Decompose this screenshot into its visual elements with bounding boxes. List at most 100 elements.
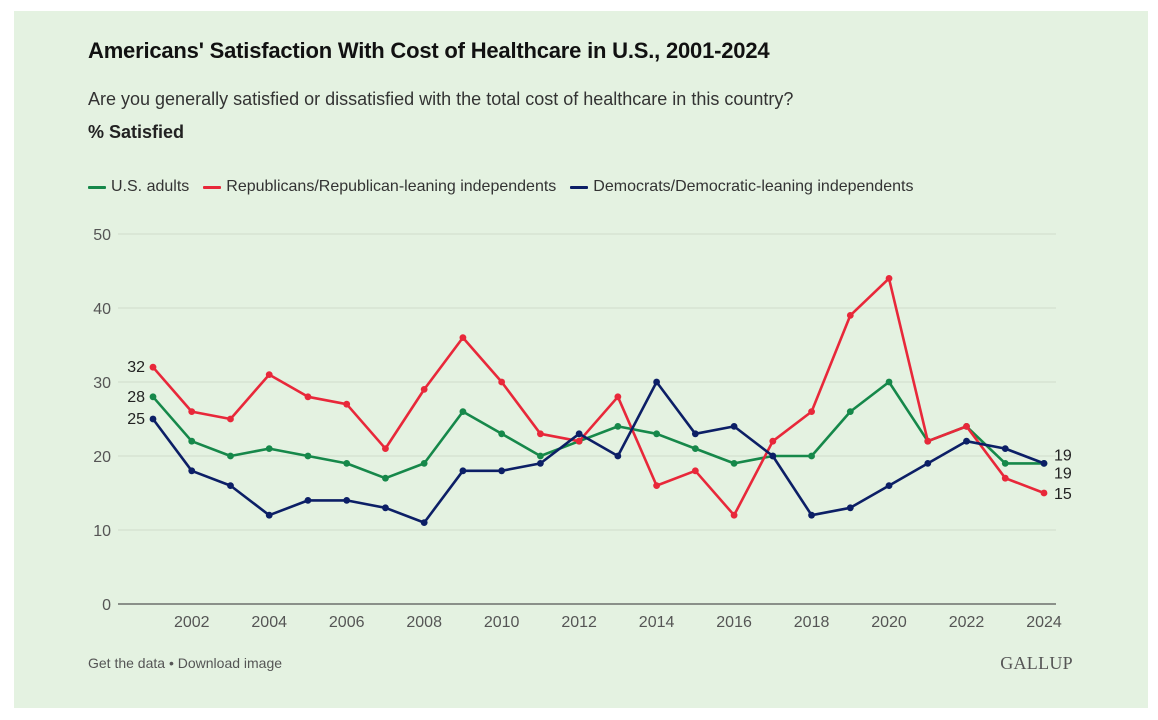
data-point (653, 482, 661, 489)
data-point (536, 430, 544, 438)
data-point (420, 386, 428, 393)
end-value-label: 19 (1054, 447, 1072, 464)
x-tick-label: 2012 (561, 614, 597, 631)
legend-swatch-democrats (570, 185, 589, 189)
y-tick-label: 30 (93, 375, 111, 392)
y-tick-label: 40 (93, 301, 111, 318)
y-tick-label: 10 (93, 523, 111, 540)
data-point (846, 504, 854, 512)
x-tick-label: 2002 (174, 614, 210, 631)
data-point (1040, 460, 1048, 467)
data-point (188, 467, 196, 475)
data-point (420, 460, 428, 467)
x-tick-label: 2010 (484, 614, 520, 631)
x-tick-label: 2016 (716, 614, 752, 631)
data-point (885, 482, 893, 489)
x-tick-label: 2020 (871, 614, 907, 631)
data-point (265, 445, 273, 452)
y-tick-label: 0 (102, 597, 111, 614)
data-point (536, 460, 544, 467)
data-point (769, 452, 777, 460)
data-point (265, 511, 273, 519)
data-point (808, 408, 815, 415)
data-point (304, 452, 312, 460)
data-point (963, 423, 970, 430)
legend-item-republicans[interactable]: Republicans/Republican-leaning independe… (203, 178, 556, 196)
footer-links: Get the data • Download image (88, 655, 282, 671)
data-point (498, 378, 506, 386)
start-value-label: 25 (127, 411, 145, 428)
data-point (459, 408, 467, 415)
data-point (691, 445, 699, 452)
legend-item-us-adults[interactable]: U.S. adults (88, 178, 189, 196)
data-point (149, 415, 157, 423)
chart-card (14, 11, 1148, 708)
data-point (536, 452, 544, 460)
x-tick-label: 2014 (639, 614, 675, 631)
data-point (924, 437, 932, 445)
data-point (846, 408, 854, 415)
data-point (614, 393, 622, 401)
data-point (343, 400, 351, 408)
data-point (730, 511, 738, 519)
data-point (730, 460, 738, 467)
series-line (152, 380, 1044, 480)
data-point (149, 393, 157, 401)
data-point (885, 378, 893, 386)
end-value-label: 19 (1054, 465, 1072, 482)
footer-separator: • (165, 655, 178, 671)
data-point (1001, 445, 1009, 452)
data-point (498, 467, 506, 475)
data-point (227, 482, 234, 489)
x-tick-label: 2004 (251, 614, 287, 631)
start-value-label: 32 (127, 359, 145, 376)
data-point (730, 423, 738, 430)
data-point (304, 497, 312, 504)
chart-subtitle: Are you generally satisfied or dissatisf… (88, 89, 794, 109)
data-point (343, 497, 351, 504)
data-point (498, 430, 506, 438)
data-point (653, 430, 661, 438)
x-tick-label: 2008 (406, 614, 442, 631)
legend-label-us-adults: U.S. adults (111, 178, 190, 195)
data-point (382, 445, 389, 452)
unit-label: % Satisfied (88, 122, 185, 142)
legend-swatch-us-adults (88, 185, 106, 189)
end-value-label: 15 (1054, 486, 1072, 503)
y-tick-label: 20 (93, 449, 111, 466)
data-point (459, 467, 467, 475)
data-point (846, 312, 854, 319)
data-point (382, 504, 389, 512)
x-tick-label: 2024 (1026, 614, 1062, 631)
data-point (1040, 489, 1048, 497)
data-point (614, 423, 622, 430)
gallup-logo: GALLUP (1000, 653, 1073, 673)
chart-title: Americans' Satisfaction With Cost of Hea… (88, 38, 770, 63)
data-point (188, 437, 196, 445)
data-point (691, 467, 699, 475)
data-point (885, 275, 893, 282)
data-point (304, 393, 312, 401)
data-point (265, 371, 273, 378)
data-point (227, 415, 234, 423)
series-line (151, 380, 1045, 524)
get-data-link[interactable]: Get the data (88, 655, 166, 671)
legend-item-democrats[interactable]: Democrats/Democratic-leaning independent… (570, 178, 913, 196)
start-value-label: 28 (127, 389, 145, 406)
data-point (808, 511, 815, 519)
y-tick-label: 50 (93, 227, 111, 244)
data-point (924, 460, 932, 467)
data-point (227, 452, 234, 460)
data-point (459, 334, 467, 341)
data-point (691, 430, 699, 438)
x-tick-label: 2022 (949, 614, 985, 631)
data-point (188, 408, 196, 415)
data-point (149, 363, 157, 371)
data-point (808, 452, 815, 460)
data-point (963, 437, 970, 445)
download-image-link[interactable]: Download image (177, 655, 283, 671)
data-point (420, 519, 428, 526)
data-point (653, 378, 661, 386)
data-point (1001, 460, 1009, 467)
